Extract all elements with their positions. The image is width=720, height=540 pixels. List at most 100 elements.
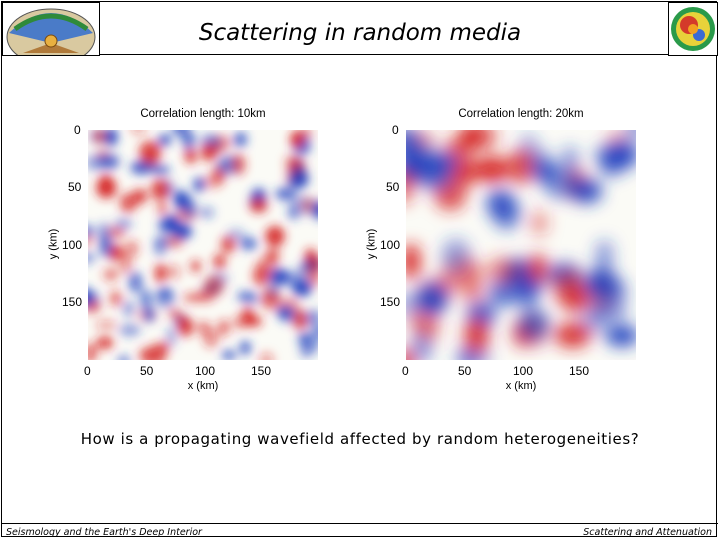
field-blob (560, 284, 590, 313)
field-blob (131, 130, 146, 135)
field-blob (201, 144, 216, 161)
field-blob (463, 317, 490, 354)
field-blob (406, 171, 415, 205)
field-blob (543, 166, 579, 199)
x-tick-50: 50 (458, 364, 472, 378)
field-blob (114, 218, 133, 230)
field-blob (125, 240, 139, 257)
field-blob (457, 261, 484, 292)
field-blob (155, 263, 166, 283)
field-blob (119, 323, 141, 337)
tomography-globe-logo (668, 2, 718, 56)
field-blob (625, 130, 636, 141)
x-tick-150: 150 (251, 364, 272, 378)
field-blob (128, 271, 143, 293)
field-blob (99, 236, 113, 257)
field-blob (259, 352, 274, 360)
field-blob (168, 308, 183, 320)
field-blob (231, 153, 246, 176)
field-blob (201, 174, 223, 189)
field-blob (106, 227, 126, 238)
field-blob (239, 340, 251, 355)
field-blob (416, 282, 448, 316)
field-blob (181, 130, 196, 150)
field-blob (518, 278, 537, 311)
field-blob (122, 300, 136, 318)
field-blob (276, 306, 294, 319)
field-blob (117, 355, 131, 360)
question-text: How is a propagating wavefield affected … (80, 430, 640, 448)
field-blob (266, 248, 280, 263)
field-blob (88, 288, 95, 306)
field-blob (213, 254, 226, 269)
field-blob (249, 198, 268, 213)
field-blob (95, 320, 117, 331)
x-tick-0: 0 (402, 364, 409, 378)
field-blob (198, 206, 215, 219)
x-tick-50: 50 (140, 364, 154, 378)
x-axis-label: x (km) (187, 380, 219, 392)
field-blob (104, 130, 118, 147)
field-blob (252, 265, 271, 286)
field-blob (265, 225, 285, 247)
y-axis-label: y (km) (365, 228, 378, 260)
field-blob (88, 251, 96, 264)
field-blob (88, 235, 95, 246)
footer-course-title: Seismology and the Earth's Deep Interior (6, 527, 202, 538)
field-blob (141, 152, 161, 167)
field-blob (583, 268, 620, 300)
field-blob (308, 270, 318, 287)
y-tick-100: 100 (62, 238, 83, 252)
field-blob (554, 322, 591, 348)
field-blob (505, 149, 536, 184)
field-blob (406, 243, 421, 279)
x-tick-100: 100 (513, 364, 534, 378)
x-tick-150: 150 (569, 364, 590, 378)
field-blob (96, 337, 114, 349)
field-blob (140, 289, 152, 311)
y-tick-50: 50 (68, 180, 82, 194)
field-blob (462, 130, 498, 151)
field-blob (88, 225, 95, 237)
field-blob (132, 188, 148, 204)
field-blob (178, 317, 194, 337)
y-tick-50: 50 (386, 180, 400, 194)
field-blob (154, 287, 176, 309)
footer-topic: Scattering and Attenuation (583, 527, 712, 538)
field-blob (236, 290, 257, 302)
y-tick-150: 150 (62, 295, 83, 309)
field-blob (165, 214, 178, 229)
field-blob (92, 130, 107, 144)
field-blob (304, 309, 318, 328)
y-tick-0: 0 (392, 123, 399, 137)
field-blob (182, 292, 203, 303)
field-blob (235, 131, 248, 147)
field-blob (241, 315, 257, 326)
field-blob (165, 264, 181, 280)
field-blob (203, 275, 224, 297)
field-blob (591, 299, 628, 322)
field-blob (310, 254, 318, 272)
field-blob (226, 228, 245, 240)
field-blob (112, 244, 124, 260)
field-blob (605, 325, 636, 347)
field-blob (88, 343, 97, 360)
field-blob (527, 253, 549, 284)
random-field-panel-20km: Correlation length: 20km 0 50 100 150 y … (365, 108, 636, 392)
field-blob (156, 201, 168, 215)
field-blob (109, 290, 122, 307)
random-field-image (406, 130, 636, 360)
field-blob (239, 237, 258, 251)
x-tick-100: 100 (195, 364, 216, 378)
field-blob (406, 347, 415, 360)
header-divider (100, 54, 668, 55)
field-blob (300, 332, 318, 354)
field-blob (221, 350, 237, 360)
field-blob (184, 148, 198, 164)
y-tick-150: 150 (380, 295, 401, 309)
field-blob (419, 307, 441, 344)
field-blob (518, 308, 550, 341)
field-blob (217, 319, 230, 336)
y-tick-0: 0 (74, 123, 81, 137)
